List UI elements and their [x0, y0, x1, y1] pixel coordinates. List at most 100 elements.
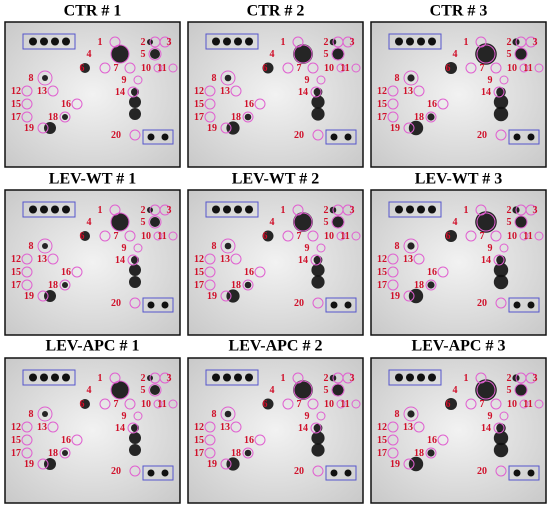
- spot-circle: [204, 98, 216, 110]
- reference-spot: [234, 37, 242, 46]
- spot-circle: [282, 398, 294, 410]
- spot-label: 5: [141, 49, 146, 60]
- blot-spot: [244, 113, 252, 121]
- spot-label: 1: [98, 37, 103, 48]
- spot-label: 5: [507, 385, 512, 396]
- spot-circle: [425, 279, 437, 291]
- blot-background: [370, 21, 547, 168]
- spot-label: 17: [377, 280, 387, 291]
- spot-circle: [168, 63, 178, 73]
- spot-label: 12: [194, 86, 204, 97]
- blot-spot: [111, 213, 129, 231]
- spot-circle: [476, 380, 496, 400]
- spot-label: 2: [507, 373, 512, 384]
- spot-label: 5: [324, 217, 329, 228]
- spot-label: 3: [533, 205, 538, 216]
- spot-circle: [307, 62, 319, 74]
- spot-label: 13: [403, 422, 413, 433]
- spot-label: 6: [263, 63, 268, 74]
- spot-circle: [99, 62, 111, 74]
- reference-spot: [161, 469, 169, 477]
- spot-circle: [230, 253, 242, 265]
- reference-spot: [406, 205, 414, 214]
- spot-circle: [148, 215, 162, 229]
- spot-circle: [342, 36, 354, 48]
- spot-label: 14: [115, 87, 125, 98]
- spot-label: 20: [294, 298, 304, 309]
- reference-spot: [212, 205, 220, 214]
- spot-circle: [37, 238, 53, 254]
- spot-label: 12: [11, 422, 21, 433]
- spot-label: 9: [488, 411, 493, 422]
- spot-label: 14: [481, 87, 491, 98]
- spot-circle: [312, 129, 324, 141]
- spot-circle: [21, 111, 33, 123]
- spot-label: 7: [114, 399, 119, 410]
- spot-label: 19: [390, 459, 400, 470]
- spot-label: 8: [29, 409, 34, 420]
- spot-circle: [21, 421, 33, 433]
- reference-spot: [417, 205, 425, 214]
- spot-label: 15: [377, 435, 387, 446]
- spot-label: 2: [324, 205, 329, 216]
- spot-label: 5: [507, 49, 512, 60]
- spot-label: 16: [427, 267, 437, 278]
- spot-label: 3: [533, 37, 538, 48]
- spot-label: 7: [297, 231, 302, 242]
- spot-label: 12: [194, 422, 204, 433]
- reference-box: [205, 33, 259, 50]
- spot-circle: [331, 47, 345, 61]
- spot-label: 4: [270, 49, 275, 60]
- spot-label: 6: [446, 63, 451, 74]
- spot-circle: [514, 383, 528, 397]
- spot-label: 11: [340, 63, 349, 74]
- spot-circle: [490, 230, 502, 242]
- spot-label: 2: [507, 37, 512, 48]
- reference-box: [22, 369, 76, 386]
- spot-circle: [316, 75, 326, 85]
- spot-circle: [204, 253, 216, 265]
- blot-spot: [407, 410, 415, 418]
- spot-label: 7: [297, 399, 302, 410]
- reference-spot: [223, 205, 231, 214]
- spot-circle: [148, 383, 162, 397]
- spot-label: 12: [377, 422, 387, 433]
- spot-circle: [351, 399, 361, 409]
- spot-label: 1: [98, 205, 103, 216]
- spot-circle: [342, 204, 354, 216]
- spot-label: 8: [212, 409, 217, 420]
- spot-label: 11: [523, 231, 532, 242]
- spot-label: 6: [263, 399, 268, 410]
- spot-circle: [403, 122, 415, 134]
- spot-label: 16: [61, 99, 71, 110]
- spot-label: 14: [481, 255, 491, 266]
- spot-circle: [110, 44, 130, 64]
- spot-label: 19: [390, 123, 400, 134]
- spot-label: 3: [350, 373, 355, 384]
- spot-circle: [342, 372, 354, 384]
- blot-spot: [515, 384, 527, 396]
- spot-label: 18: [48, 112, 58, 123]
- spot-circle: [437, 434, 449, 446]
- blot-spot: [407, 242, 415, 250]
- spot-circle: [204, 266, 216, 278]
- spot-label: 12: [11, 254, 21, 265]
- reference-spot: [428, 37, 436, 46]
- spot-label: 15: [194, 99, 204, 110]
- reference-spot: [344, 301, 352, 309]
- spot-circle: [336, 231, 346, 241]
- spot-label: 6: [263, 231, 268, 242]
- spot-label: 2: [141, 37, 146, 48]
- panel-title: LEV-WT # 1: [49, 171, 136, 188]
- blot-spot: [62, 450, 68, 456]
- reference-spot: [234, 205, 242, 214]
- spot-label: 13: [403, 86, 413, 97]
- blot-spot: [445, 62, 457, 74]
- reference-box: [388, 201, 442, 218]
- reference-box: [388, 369, 442, 386]
- spot-circle: [242, 279, 254, 291]
- spot-label: 20: [477, 298, 487, 309]
- reference-spot: [40, 373, 48, 382]
